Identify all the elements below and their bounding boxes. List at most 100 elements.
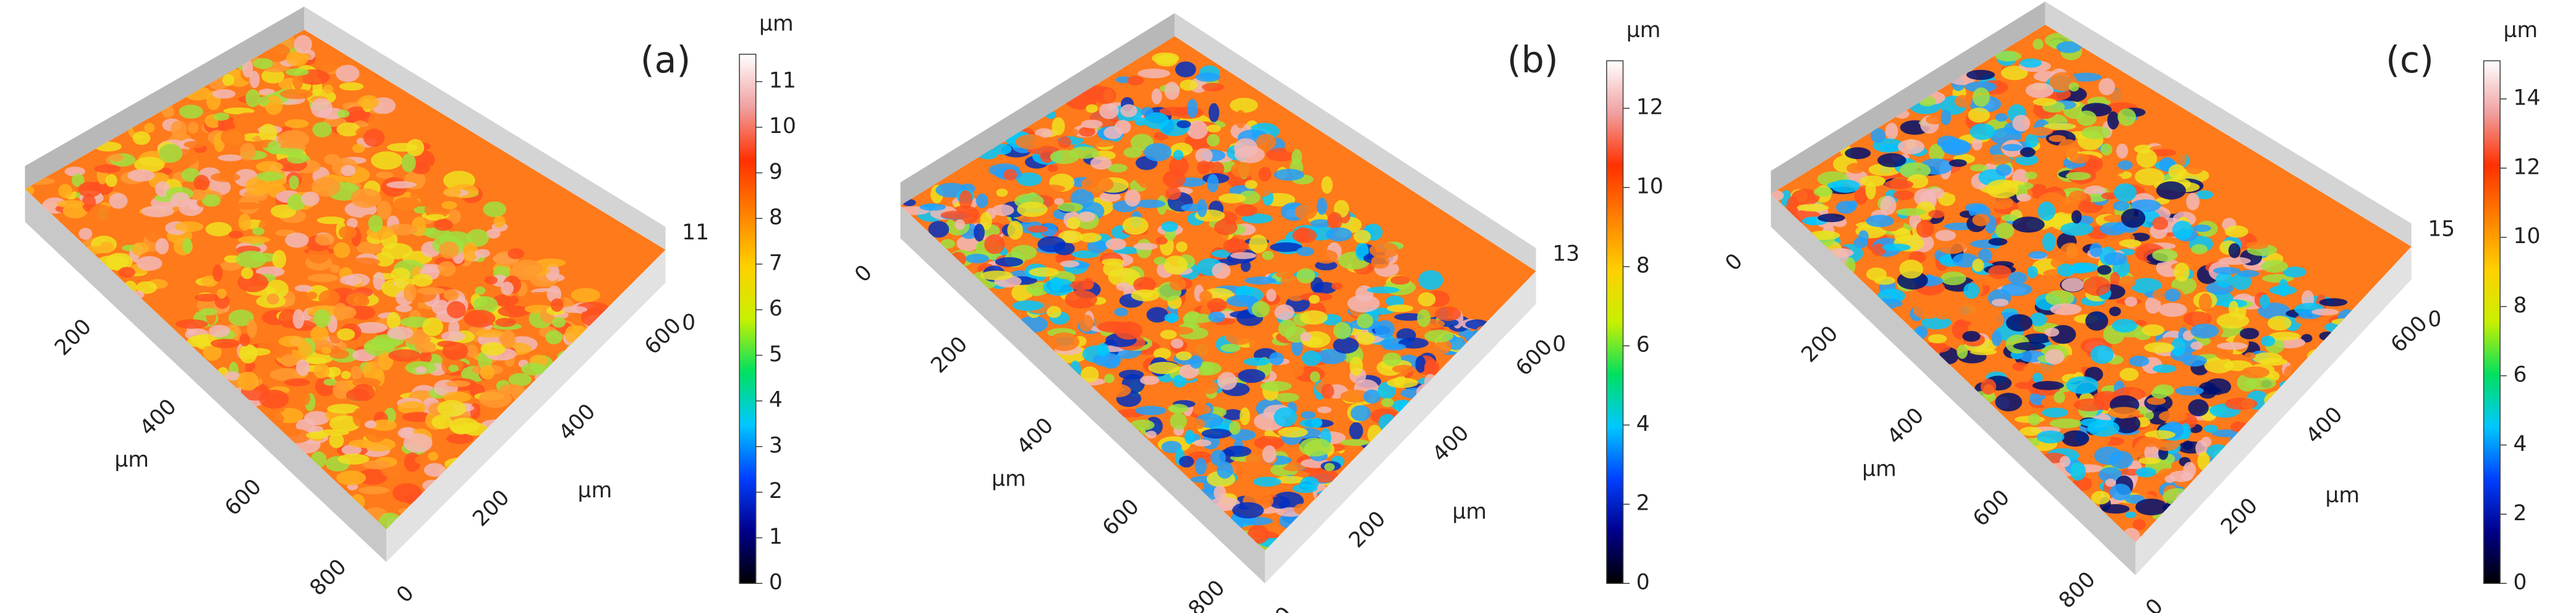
surface-patch: [1965, 203, 1987, 213]
surface-patch: [1239, 407, 1251, 426]
surface-patch: [1299, 419, 1322, 428]
surface-patch: [1201, 428, 1232, 439]
surface-patch: [1097, 343, 1109, 357]
surface-patch: [242, 59, 253, 78]
surface-patch: [980, 270, 1013, 280]
surface-patch: [252, 227, 265, 236]
surface-patch: [1176, 351, 1192, 361]
surface-patch: [1813, 187, 1833, 197]
surface-patch: [1090, 156, 1112, 170]
surface-patch: [1065, 289, 1097, 309]
surface-patch: [1400, 440, 1425, 460]
surface-patch: [462, 242, 478, 262]
surface-patch: [1152, 391, 1181, 401]
surface-patch: [286, 152, 308, 164]
surface-patch: [1309, 294, 1320, 304]
colorbar-tick-label: 7: [769, 251, 783, 275]
surface-patch: [193, 174, 210, 191]
surface-patch: [1365, 351, 1387, 360]
surface-patch: [1424, 359, 1440, 375]
surface-patch: [1382, 352, 1401, 367]
surface-patch: [1129, 419, 1155, 431]
surface-patch: [2033, 98, 2057, 106]
z-tick-label: 13: [1552, 241, 1579, 266]
surface-patch: [2249, 455, 2267, 474]
back-wall: [25, 6, 305, 189]
surface-patch: [992, 204, 1014, 216]
surface-patch: [2268, 315, 2292, 331]
surface-patch: [203, 343, 222, 361]
surface-patch: [376, 200, 392, 220]
surface-patch: [1350, 356, 1363, 376]
surface-patch: [307, 246, 330, 264]
surface-patch: [1081, 119, 1103, 129]
surface-patch: [1039, 184, 1065, 193]
surface-patch: [2216, 272, 2233, 288]
surface-patch: [1387, 377, 1419, 388]
surface-patch: [1418, 292, 1436, 307]
surface-patch: [2020, 58, 2042, 68]
surface-patch: [956, 236, 979, 252]
surface-patch: [1251, 301, 1270, 318]
surface-patch: [1957, 345, 1968, 359]
surface-patch: [2025, 134, 2039, 148]
surface-patch: [1381, 398, 1394, 408]
surface-patch: [1243, 358, 1270, 366]
surface-patch: [109, 153, 124, 162]
surface-patch: [1079, 314, 1094, 332]
surface-patch: [2128, 356, 2149, 367]
surface-patch: [1262, 445, 1277, 463]
surface-patch: [1927, 187, 1945, 199]
surface-patch: [2164, 288, 2181, 302]
surface-patch: [200, 308, 218, 315]
surface-patch: [1197, 199, 1207, 217]
colorbar-tick-label: 2: [2514, 501, 2527, 526]
surface-patch: [484, 276, 498, 285]
surface-patch: [1387, 304, 1414, 312]
surface-patch: [480, 364, 495, 380]
surface-patch: [1407, 431, 1426, 452]
surface-patch: [1278, 319, 1296, 338]
surface-patch: [1988, 238, 2008, 246]
surface-patch: [2169, 470, 2193, 482]
surface-patch: [1853, 237, 1868, 249]
surface-patch: [341, 371, 351, 379]
surface-patch: [1153, 348, 1171, 360]
x-tick-label: 400: [135, 394, 182, 440]
back-wall: [900, 13, 1175, 206]
surface-patch: [2261, 335, 2276, 347]
y-tick-label: 600: [1511, 335, 1557, 381]
surface-patch: [2081, 126, 2111, 140]
surface-patch: [2218, 257, 2251, 265]
surface-patch: [474, 286, 486, 295]
surface-patch: [1954, 95, 1973, 108]
surface-patch: [1316, 349, 1347, 364]
surface-patch: [175, 319, 208, 329]
surface-patch: [2198, 382, 2217, 399]
surface-patch: [2182, 355, 2207, 367]
surface-patch: [329, 415, 361, 432]
surface-patch: [1165, 187, 1181, 200]
surface-patch: [289, 175, 299, 190]
surface-patch: [298, 341, 312, 358]
surface-patch: [1866, 215, 1895, 228]
surface-patch: [1317, 406, 1332, 414]
surface-patch: [2110, 272, 2120, 287]
surface-patch: [1473, 381, 1490, 389]
surface-patch: [208, 325, 231, 338]
surface-patch: [213, 113, 230, 121]
surface-patch: [576, 372, 592, 392]
surface-patch: [2056, 41, 2081, 53]
surface-patch: [2057, 139, 2080, 158]
surface-patch: [265, 280, 289, 299]
surface-patch: [2076, 110, 2097, 126]
surface-patch: [363, 129, 385, 147]
surface-patch: [2061, 430, 2089, 447]
surface-patch: [305, 357, 327, 364]
surface-patch: [1278, 427, 1308, 438]
surface-patch: [1120, 104, 1137, 118]
surface-patch: [1101, 384, 1131, 398]
colorbar-tick-label: 8: [2514, 293, 2527, 318]
surface-patch: [1350, 405, 1371, 421]
surface-patch: [1186, 120, 1208, 139]
